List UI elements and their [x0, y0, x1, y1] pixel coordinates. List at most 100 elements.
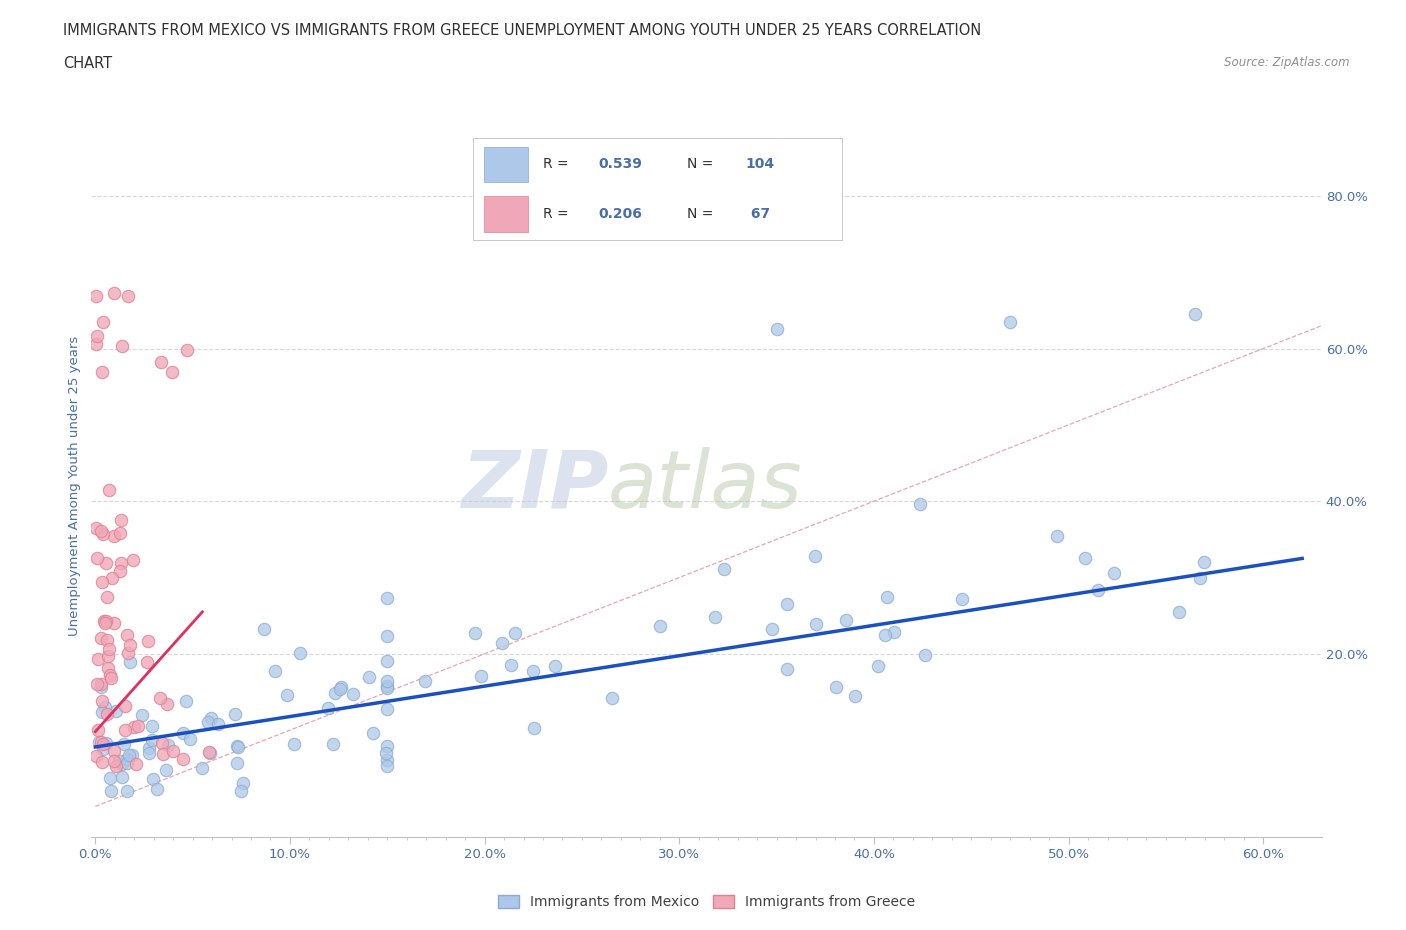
Point [100, 784, 122, 799]
Point [703, 610, 725, 625]
Point [1188, 570, 1211, 585]
Point [283, 737, 305, 752]
Point [322, 737, 344, 751]
Point [505, 625, 527, 640]
Point [145, 781, 167, 796]
Point [122, 720, 145, 735]
Point [96, 556, 118, 571]
Point [229, 784, 252, 799]
Point [97, 660, 120, 675]
Point [111, 756, 134, 771]
Point [174, 694, 197, 709]
Point [90, 680, 112, 695]
Point [96, 633, 118, 648]
Point [1087, 582, 1109, 597]
Point [873, 628, 896, 643]
Point [86, 723, 108, 737]
Point [316, 700, 339, 715]
Point [104, 703, 127, 718]
Point [100, 671, 122, 685]
Point [103, 754, 125, 769]
Point [375, 746, 398, 761]
Point [135, 655, 157, 670]
Point [110, 556, 132, 571]
Text: atlas: atlas [607, 447, 803, 525]
Text: Source: ZipAtlas.com: Source: ZipAtlas.com [1225, 56, 1350, 69]
Point [357, 670, 380, 684]
Point [157, 737, 180, 752]
Point [111, 339, 134, 353]
Point [138, 746, 160, 761]
Point [118, 638, 141, 653]
Point [103, 529, 125, 544]
Point [91, 704, 114, 719]
Point [98, 642, 121, 657]
Point [323, 685, 346, 700]
Point [804, 549, 827, 564]
Point [914, 647, 936, 662]
Point [118, 655, 141, 670]
Point [105, 759, 128, 774]
Point [108, 525, 131, 540]
Point [876, 590, 898, 604]
Point [141, 732, 163, 747]
Point [160, 365, 183, 379]
Point [118, 748, 141, 763]
Point [91, 365, 114, 379]
Point [98, 668, 121, 683]
Point [142, 772, 165, 787]
Point [491, 635, 513, 650]
Point [375, 653, 398, 668]
Point [363, 725, 385, 740]
Point [84, 337, 107, 352]
Point [103, 743, 125, 758]
Point [121, 748, 143, 763]
Point [136, 633, 159, 648]
Point [375, 759, 398, 774]
Point [522, 663, 544, 678]
Point [179, 732, 201, 747]
Point [172, 751, 194, 766]
Point [115, 784, 138, 799]
Point [155, 762, 177, 777]
Point [90, 631, 112, 645]
Point [544, 658, 567, 673]
Point [224, 707, 246, 722]
Point [103, 615, 125, 630]
Point [110, 512, 132, 527]
Point [172, 725, 194, 740]
Point [375, 738, 398, 753]
Point [103, 286, 125, 300]
Point [94, 614, 117, 629]
Text: ZIP: ZIP [461, 447, 607, 525]
Point [600, 690, 623, 705]
Point [96, 707, 118, 722]
Point [111, 769, 134, 784]
Point [84, 288, 107, 303]
Point [1184, 307, 1206, 322]
Point [501, 658, 523, 672]
Legend: Immigrants from Mexico, Immigrants from Greece: Immigrants from Mexico, Immigrants from … [492, 890, 921, 915]
Point [908, 497, 931, 512]
Point [1104, 566, 1126, 581]
Point [152, 747, 174, 762]
Point [149, 354, 172, 369]
Point [110, 564, 132, 578]
Point [207, 716, 229, 731]
Point [228, 739, 250, 754]
Point [176, 342, 198, 357]
Point [91, 737, 114, 751]
Point [844, 688, 866, 703]
Point [156, 697, 179, 711]
Point [91, 314, 114, 329]
Point [1046, 528, 1069, 543]
Point [761, 621, 783, 636]
Point [87, 735, 110, 750]
Point [97, 483, 120, 498]
Point [90, 735, 112, 750]
Point [232, 776, 254, 790]
Point [375, 680, 398, 695]
Point [86, 329, 108, 344]
Point [226, 756, 249, 771]
Point [141, 718, 163, 733]
